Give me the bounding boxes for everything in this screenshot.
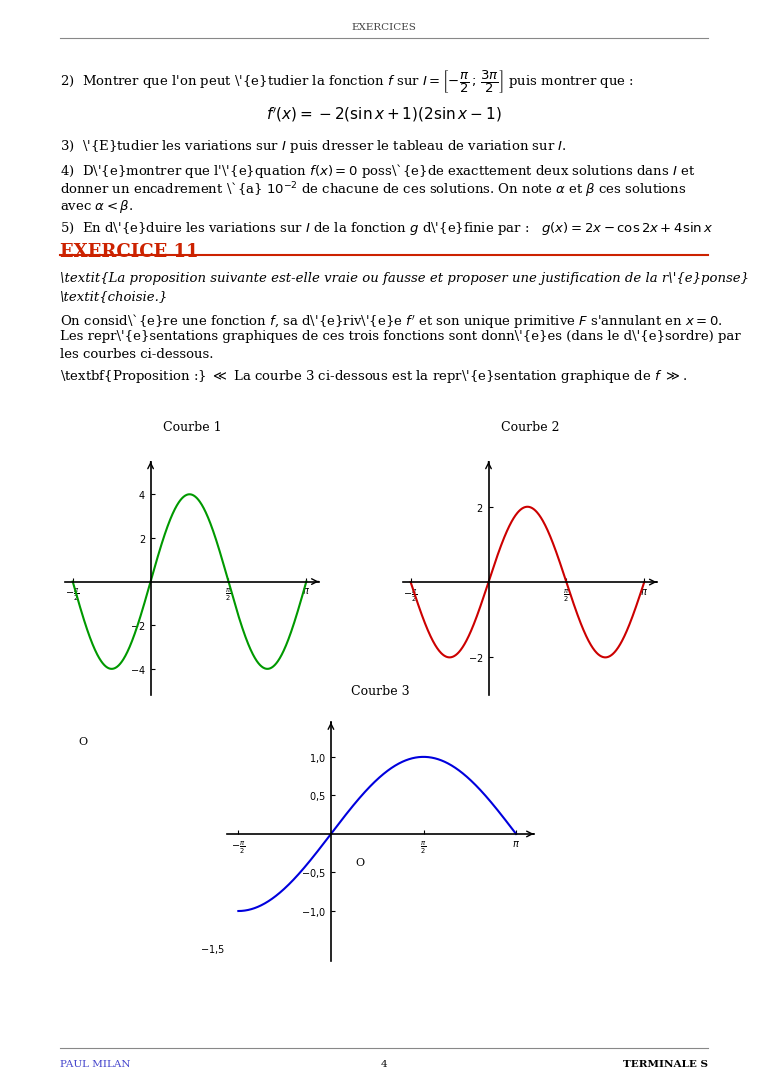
Text: 4)  D\'{e}montrer que l'\'{e}quation $f(x) = 0$ poss\`{e}de exacttement deux sol: 4) D\'{e}montrer que l'\'{e}quation $f(x…: [60, 162, 696, 180]
Text: Courbe 1: Courbe 1: [163, 420, 221, 433]
Text: O: O: [356, 858, 365, 869]
Text: les courbes ci-dessous.: les courbes ci-dessous.: [60, 348, 214, 361]
Text: EXERCICE 11: EXERCICE 11: [60, 243, 198, 261]
Text: $f'(x) = -2(\sin x + 1)(2\sin x - 1)$: $f'(x) = -2(\sin x + 1)(2\sin x - 1)$: [266, 105, 502, 124]
Text: O: O: [78, 737, 87, 747]
Text: PAUL MILAN: PAUL MILAN: [60, 1060, 131, 1069]
Text: \textit{La proposition suivante est-elle vraie ou fausse et proposer une justifi: \textit{La proposition suivante est-elle…: [60, 272, 749, 285]
Text: EXERCICES: EXERCICES: [352, 23, 416, 31]
Text: \textbf{Proposition :} $\ll$ La courbe 3 ci-dessous est la repr\'{e}sentation gr: \textbf{Proposition :} $\ll$ La courbe 3…: [60, 368, 687, 386]
Text: 3)  \'{E}tudier les variations sur $I$ puis dresser le tableau de variation sur : 3) \'{E}tudier les variations sur $I$ pu…: [60, 138, 567, 155]
Text: 4: 4: [381, 1060, 387, 1069]
Text: \textit{choisie.}: \textit{choisie.}: [60, 290, 168, 303]
Text: donner un encadrement \`{a} $10^{-2}$ de chacune de ces solutions. On note $\alp: donner un encadrement \`{a} $10^{-2}$ de…: [60, 180, 687, 200]
Text: 5)  En d\'{e}duire les variations sur $I$ de la fonction $g$ d\'{e}finie par :  : 5) En d\'{e}duire les variations sur $I$…: [60, 220, 713, 237]
Text: $-1{,}5$: $-1{,}5$: [200, 943, 225, 956]
Text: avec $\alpha < \beta$.: avec $\alpha < \beta$.: [60, 198, 134, 215]
Text: TERMINALE S: TERMINALE S: [623, 1060, 708, 1069]
Text: On consid\`{e}re une fonction $f$, sa d\'{e}riv\'{e}e $f'$ et son unique primiti: On consid\`{e}re une fonction $f$, sa d\…: [60, 312, 723, 330]
Text: Les repr\'{e}sentations graphiques de ces trois fonctions sont donn\'{e}es (dans: Les repr\'{e}sentations graphiques de ce…: [60, 330, 741, 343]
Text: Courbe 2: Courbe 2: [501, 420, 559, 433]
Text: 2)  Montrer que l'on peut \'{e}tudier la fonction $f$ sur $I = \left[-\dfrac{\pi: 2) Montrer que l'on peut \'{e}tudier la …: [60, 68, 634, 94]
Text: O: O: [416, 737, 425, 747]
Text: Courbe 3: Courbe 3: [351, 685, 409, 698]
